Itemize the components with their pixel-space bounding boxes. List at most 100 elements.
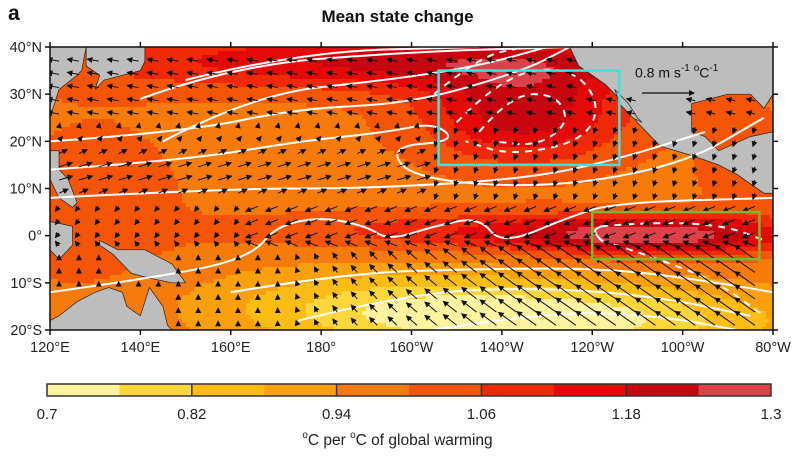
field-cell <box>362 87 367 92</box>
field-cell <box>114 91 119 96</box>
field-cell <box>182 143 187 148</box>
field-cell <box>386 155 391 160</box>
field-cell <box>606 123 611 128</box>
field-cell <box>282 47 287 52</box>
field-cell <box>162 107 167 112</box>
field-cell <box>722 107 727 112</box>
field-cell <box>526 143 531 148</box>
field-cell <box>126 151 131 156</box>
field-cell <box>450 91 455 96</box>
field-cell <box>86 139 91 144</box>
field-cell <box>266 143 271 148</box>
field-cell <box>478 135 483 140</box>
field-cell <box>374 55 379 60</box>
field-cell <box>542 143 547 148</box>
field-cell <box>86 115 91 120</box>
field-cell <box>118 143 123 148</box>
field-cell <box>278 95 283 100</box>
field-cell <box>734 103 739 108</box>
field-cell <box>326 135 331 140</box>
field-cell <box>386 123 391 128</box>
field-cell <box>318 63 323 68</box>
field-cell <box>374 111 379 116</box>
field-cell <box>714 99 719 104</box>
field-cell <box>402 87 407 92</box>
field-cell <box>550 115 555 120</box>
field-cell <box>450 135 455 140</box>
field-cell <box>374 63 379 68</box>
field-cell <box>446 107 451 112</box>
field-cell <box>270 131 275 136</box>
field-cell <box>422 127 427 132</box>
field-cell <box>538 99 543 104</box>
field-cell <box>170 147 175 152</box>
field-cell <box>174 79 179 84</box>
field-cell <box>474 71 479 76</box>
field-cell <box>250 127 255 132</box>
field-cell <box>586 151 591 156</box>
field-cell <box>722 95 727 100</box>
field-cell <box>262 47 267 52</box>
field-cell <box>202 123 207 128</box>
field-cell <box>102 91 107 96</box>
field-cell <box>62 123 67 128</box>
field-cell <box>278 79 283 84</box>
field-cell <box>570 119 575 124</box>
field-cell <box>282 63 287 68</box>
field-cell <box>514 111 519 116</box>
field-cell <box>562 67 567 72</box>
field-cell <box>462 151 467 156</box>
field-cell <box>214 91 219 96</box>
field-cell <box>58 127 63 132</box>
field-cell <box>606 143 611 148</box>
field-cell <box>382 51 387 56</box>
field-cell <box>526 63 531 68</box>
field-cell <box>458 143 463 148</box>
field-cell <box>522 83 527 88</box>
field-cell <box>394 71 399 76</box>
field-cell <box>338 111 343 116</box>
field-cell <box>550 143 555 148</box>
field-cell <box>210 51 215 56</box>
field-cell <box>462 119 467 124</box>
field-cell <box>266 123 271 128</box>
field-cell <box>610 119 615 124</box>
field-cell <box>106 107 111 112</box>
field-cell <box>198 71 203 76</box>
field-cell <box>526 47 531 52</box>
field-cell <box>282 51 287 56</box>
field-cell <box>70 119 75 124</box>
field-cell <box>490 127 495 132</box>
field-cell <box>546 115 551 120</box>
field-cell <box>610 143 615 148</box>
field-cell <box>334 79 339 84</box>
field-cell <box>386 147 391 152</box>
field-cell <box>430 107 435 112</box>
field-cell <box>302 63 307 68</box>
field-cell <box>282 71 287 76</box>
field-cell <box>518 139 523 144</box>
field-cell <box>158 59 163 64</box>
field-cell <box>482 95 487 100</box>
field-cell <box>358 123 363 128</box>
field-cell <box>338 107 343 112</box>
field-cell <box>606 139 611 144</box>
field-cell <box>378 87 383 92</box>
field-cell <box>330 151 335 156</box>
field-cell <box>86 147 91 152</box>
field-cell <box>578 115 583 120</box>
field-cell <box>198 79 203 84</box>
field-cell <box>186 123 191 128</box>
field-cell <box>562 127 567 132</box>
field-cell <box>570 55 575 60</box>
field-cell <box>166 135 171 140</box>
field-cell <box>522 127 527 132</box>
field-cell <box>758 119 763 124</box>
field-cell <box>534 135 539 140</box>
field-cell <box>494 151 499 156</box>
field-cell <box>122 107 127 112</box>
field-cell <box>610 131 615 136</box>
field-cell <box>54 147 59 152</box>
field-cell <box>142 119 147 124</box>
field-cell <box>142 111 147 116</box>
